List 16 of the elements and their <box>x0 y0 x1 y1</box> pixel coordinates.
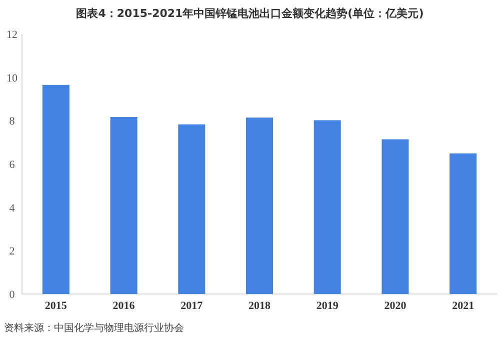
x-tick-label: 2018 <box>248 300 271 312</box>
y-tick-label: 12 <box>6 29 18 41</box>
x-tick-label: 2019 <box>316 300 339 312</box>
x-tick-label: 2021 <box>452 300 474 312</box>
text: 资料来源：中国化学与物理电源行业协会 <box>4 322 184 334</box>
x-tick-label: 2016 <box>112 300 136 312</box>
chart-title: 图表4：2015-2021年中国锌锰电池出口金额变化趋势(单位：亿美元) <box>76 7 424 20</box>
y-tick-label: 2 <box>9 246 15 258</box>
y-tick-label: 6 <box>9 159 16 171</box>
x-tick-label: 2020 <box>384 300 407 312</box>
x-tick-label: 2015 <box>44 300 68 312</box>
x-tick-label: 2017 <box>180 300 204 312</box>
y-tick-label: 0 <box>9 289 16 301</box>
y-tick-label: 8 <box>9 116 16 128</box>
y-tick-label: 4 <box>9 202 16 214</box>
y-tick-label: 10 <box>6 72 18 84</box>
